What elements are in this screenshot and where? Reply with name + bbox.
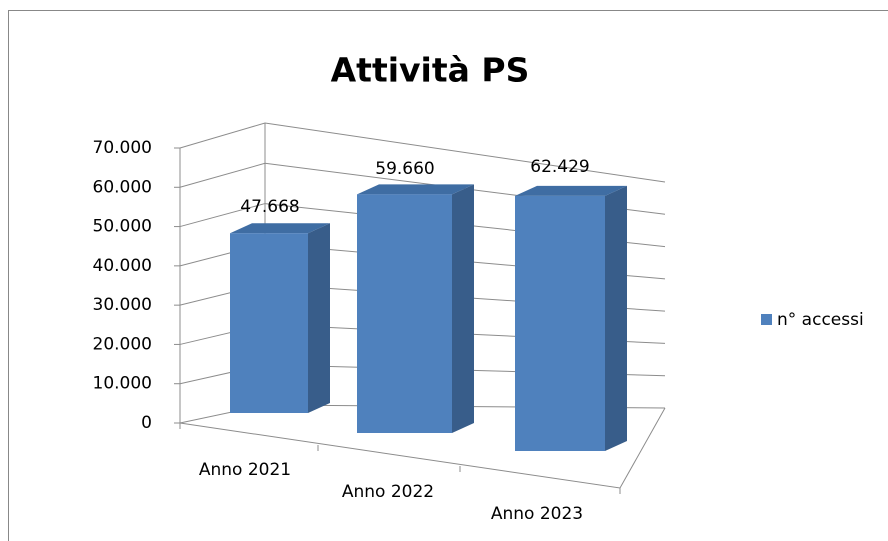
bar bbox=[515, 195, 605, 451]
bar-top bbox=[515, 185, 627, 196]
bar-side bbox=[308, 223, 330, 413]
data-label: 47.668 bbox=[240, 197, 299, 217]
y-tick-label: 10.000 bbox=[93, 374, 152, 394]
bar-top bbox=[230, 223, 330, 234]
legend-swatch bbox=[761, 314, 772, 325]
data-label: 59.660 bbox=[375, 159, 434, 179]
y-tick-label: 60.000 bbox=[93, 177, 152, 197]
legend-label: n° accessi bbox=[777, 310, 864, 330]
bar-side bbox=[452, 184, 474, 433]
bar-top bbox=[357, 184, 474, 195]
y-tick-label: 70.000 bbox=[93, 138, 152, 158]
y-tick-label: 20.000 bbox=[93, 334, 152, 354]
chart-title: Attività PS bbox=[331, 51, 530, 90]
bar bbox=[357, 194, 452, 433]
x-tick-label: Anno 2023 bbox=[491, 504, 583, 524]
bar bbox=[230, 233, 308, 413]
y-tick-label: 30.000 bbox=[93, 295, 152, 315]
x-tick-label: Anno 2022 bbox=[342, 482, 434, 502]
grid-line bbox=[179, 122, 666, 183]
y-tick-label: 0 bbox=[141, 413, 152, 433]
bar-side bbox=[605, 185, 627, 452]
y-tick-label: 50.000 bbox=[93, 217, 152, 237]
data-label: 62.429 bbox=[530, 157, 589, 177]
y-tick-label: 40.000 bbox=[93, 256, 152, 276]
x-tick-label: Anno 2021 bbox=[199, 460, 291, 480]
